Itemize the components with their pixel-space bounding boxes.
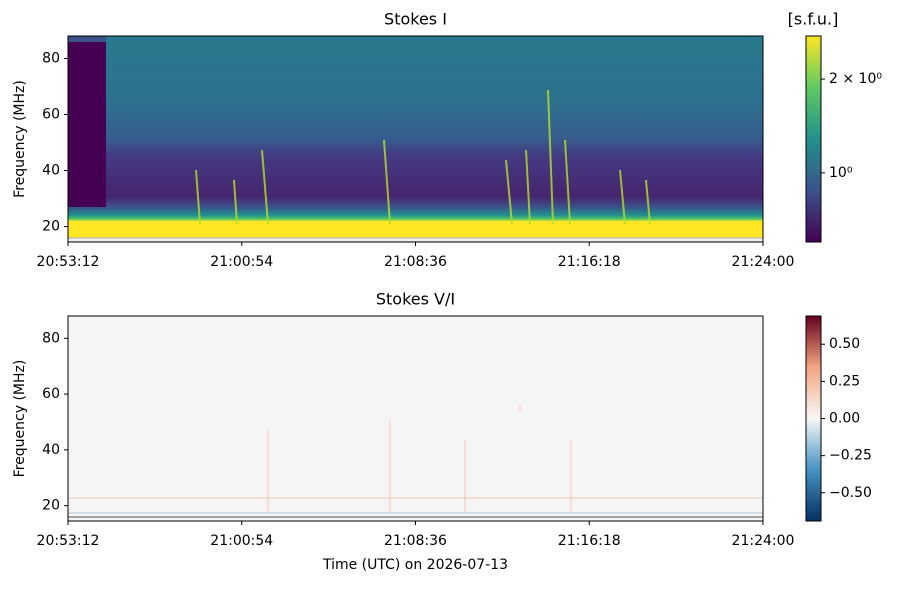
colorbar xyxy=(805,35,822,243)
x-tick-label: 21:08:36 xyxy=(384,533,447,549)
x-tick-label: 21:08:36 xyxy=(384,254,447,270)
colorbar-tick-label: 0.00 xyxy=(829,411,860,427)
colorbar-tick-label: 10⁰ xyxy=(829,165,853,181)
y-axis-label: Frequency (MHz) xyxy=(12,360,28,478)
y-tick-label: 20 xyxy=(42,498,60,514)
x-tick-label: 21:24:00 xyxy=(732,533,795,549)
panel-title: Stokes V/I xyxy=(376,290,455,309)
x-tick-label: 21:24:00 xyxy=(732,254,795,270)
x-tick-label: 20:53:12 xyxy=(37,533,100,549)
y-axis-label: Frequency (MHz) xyxy=(12,80,28,198)
y-tick-label: 80 xyxy=(42,50,60,66)
y-tick-label: 80 xyxy=(42,330,60,346)
y-tick-label: 20 xyxy=(42,219,60,235)
colorbar-tick-label: 0.25 xyxy=(829,373,860,389)
y-tick-label: 60 xyxy=(42,106,60,122)
x-tick-label: 21:16:18 xyxy=(558,533,621,549)
colorbar-tick-label: −0.25 xyxy=(829,448,872,464)
x-axis-label: Time (UTC) on 2026-07-13 xyxy=(322,557,508,573)
x-tick-label: 21:00:54 xyxy=(210,533,273,549)
y-tick-label: 40 xyxy=(42,163,60,179)
colorbar-tick-label: −0.50 xyxy=(829,485,872,501)
y-tick-label: 40 xyxy=(42,442,60,458)
heatmap-image xyxy=(68,36,763,521)
y-tick-label: 60 xyxy=(42,386,60,402)
colorbar-label: [s.f.u.] xyxy=(788,10,839,29)
x-tick-label: 20:53:12 xyxy=(37,254,100,270)
colorbar xyxy=(805,315,822,522)
colorbar-tick-label: 0.50 xyxy=(829,336,860,352)
x-tick-label: 21:00:54 xyxy=(210,254,273,270)
colorbar-tick-label: 2 × 10⁰ xyxy=(829,71,882,87)
x-tick-label: 21:16:18 xyxy=(558,254,621,270)
panel-title: Stokes I xyxy=(384,10,447,29)
